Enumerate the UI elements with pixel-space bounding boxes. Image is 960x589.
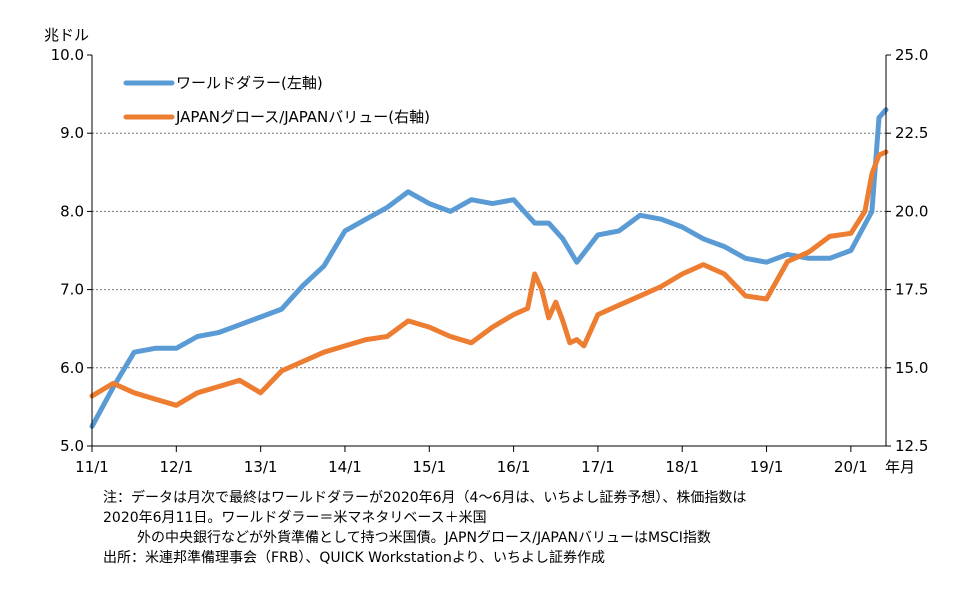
x-tick-label: 18/1: [665, 458, 699, 476]
right-tick-label: 17.5: [895, 281, 928, 299]
left-tick-label: 9.0: [60, 124, 84, 142]
x-tick-label: 17/1: [581, 458, 615, 476]
note-line-4: 出所：米連邦準備理事会（FRB）、QUICK Workstationより、いちよ…: [103, 548, 943, 568]
legend: ワールドダラー(左軸) JAPANグロース/JAPANバリュー(右軸): [126, 74, 430, 126]
series-line-world-dollar: [92, 110, 886, 427]
note-line-3: 外の中央銀行などが外貨準備として持つ米国債。JAPNグロース/JAPANバリュー…: [103, 528, 943, 548]
left-tick-label: 8.0: [60, 202, 84, 220]
chart: 5.0 6.0 7.0 8.0 9.0 10.0 12.5 15.0 17.5 20.0 22.5 2…: [0, 0, 960, 480]
chart-svg: 5.0 6.0 7.0 8.0 9.0 10.0 12.5 15.0 17.5 20.0 22.5 2…: [0, 0, 960, 480]
x-tick-label: 16/1: [497, 458, 531, 476]
x-unit-label: 年月: [885, 458, 915, 476]
x-tick-label: 14/1: [328, 458, 362, 476]
y-unit-label: 兆ドル: [44, 26, 89, 44]
left-tick-label: 7.0: [60, 281, 84, 299]
note-line-1: 注：データは月次で最終はワールドダラーが2020年6月（4～6月は、いちよし証券…: [103, 488, 943, 508]
left-tick-label: 5.0: [60, 437, 84, 455]
chart-notes: 注：データは月次で最終はワールドダラーが2020年6月（4～6月は、いちよし証券…: [103, 488, 943, 568]
legend-label-world-dollar: ワールドダラー(左軸): [176, 74, 323, 92]
right-tick-label: 20.0: [895, 202, 928, 220]
series-lines: [92, 110, 886, 427]
note-line-2: 2020年6月11日。ワールドダラー＝米マネタリベース＋米国: [103, 508, 943, 528]
right-tick-label: 22.5: [895, 124, 928, 142]
left-tick-label: 6.0: [60, 359, 84, 377]
x-tick-label: 20/1: [834, 458, 868, 476]
right-tick-label: 15.0: [895, 359, 928, 377]
x-tick-label: 12/1: [159, 458, 193, 476]
right-tick-label: 25.0: [895, 46, 928, 64]
legend-label-japan-ratio: JAPANグロース/JAPANバリュー(右軸): [175, 108, 430, 126]
right-tick-label: 12.5: [895, 437, 928, 455]
left-tick-label: 10.0: [51, 46, 84, 64]
x-tick-label: 19/1: [750, 458, 784, 476]
x-tick-label: 13/1: [244, 458, 278, 476]
x-tick-label: 11/1: [75, 458, 109, 476]
x-tick-label: 15/1: [412, 458, 446, 476]
